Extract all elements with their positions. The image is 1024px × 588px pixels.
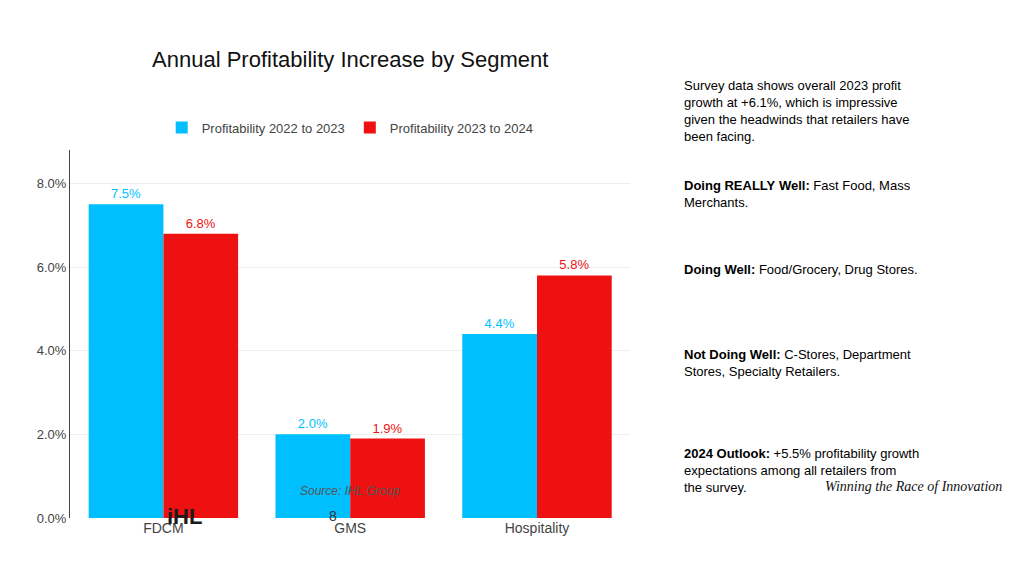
svg-text:2024 Outlook: +5.5% profitabil: 2024 Outlook: +5.5% profitability growth…: [684, 446, 919, 495]
svg-text:7.5%: 7.5%: [111, 186, 141, 201]
svg-text:Profitability 2022 to 2023: Profitability 2022 to 2023: [202, 121, 345, 136]
svg-text:Winning the Race of Innovation: Winning the Race of Innovation: [825, 479, 1002, 494]
svg-text:Annual Profitability Increase: Annual Profitability Increase by Segment: [152, 47, 548, 72]
svg-text:iHL: iHL: [167, 504, 202, 529]
svg-text:Doing Well: Food/Grocery, Drug: Doing Well: Food/Grocery, Drug Stores.: [684, 262, 918, 277]
svg-text:6.8%: 6.8%: [186, 216, 216, 231]
svg-text:Profitability 2023 to 2024: Profitability 2023 to 2024: [390, 121, 533, 136]
svg-text:Source: IHL Group: Source: IHL Group: [300, 484, 400, 498]
svg-text:5.8%: 5.8%: [559, 257, 589, 272]
svg-text:8.0%: 8.0%: [37, 176, 67, 191]
svg-text:8: 8: [329, 508, 337, 524]
svg-text:2.0%: 2.0%: [298, 416, 328, 431]
svg-text:FDCM: FDCM: [143, 520, 183, 536]
svg-text:4.0%: 4.0%: [37, 343, 67, 358]
svg-text:GMS: GMS: [334, 520, 366, 536]
svg-text:Not Doing Well: C-Stores, Depa: Not Doing Well: C-Stores, DepartmentStor…: [684, 347, 911, 379]
svg-text:2.0%: 2.0%: [37, 427, 67, 442]
svg-text:0.0%: 0.0%: [37, 511, 67, 526]
svg-text:1.9%: 1.9%: [373, 421, 403, 436]
svg-text:Doing REALLY Well: Fast Food,: Doing REALLY Well: Fast Food, MassMercha…: [684, 178, 911, 210]
svg-text:Survey data shows overall 2023: Survey data shows overall 2023 profitgro…: [684, 78, 909, 144]
svg-text:Hospitality: Hospitality: [505, 520, 570, 536]
svg-text:4.4%: 4.4%: [485, 316, 515, 331]
svg-text:6.0%: 6.0%: [37, 260, 67, 275]
